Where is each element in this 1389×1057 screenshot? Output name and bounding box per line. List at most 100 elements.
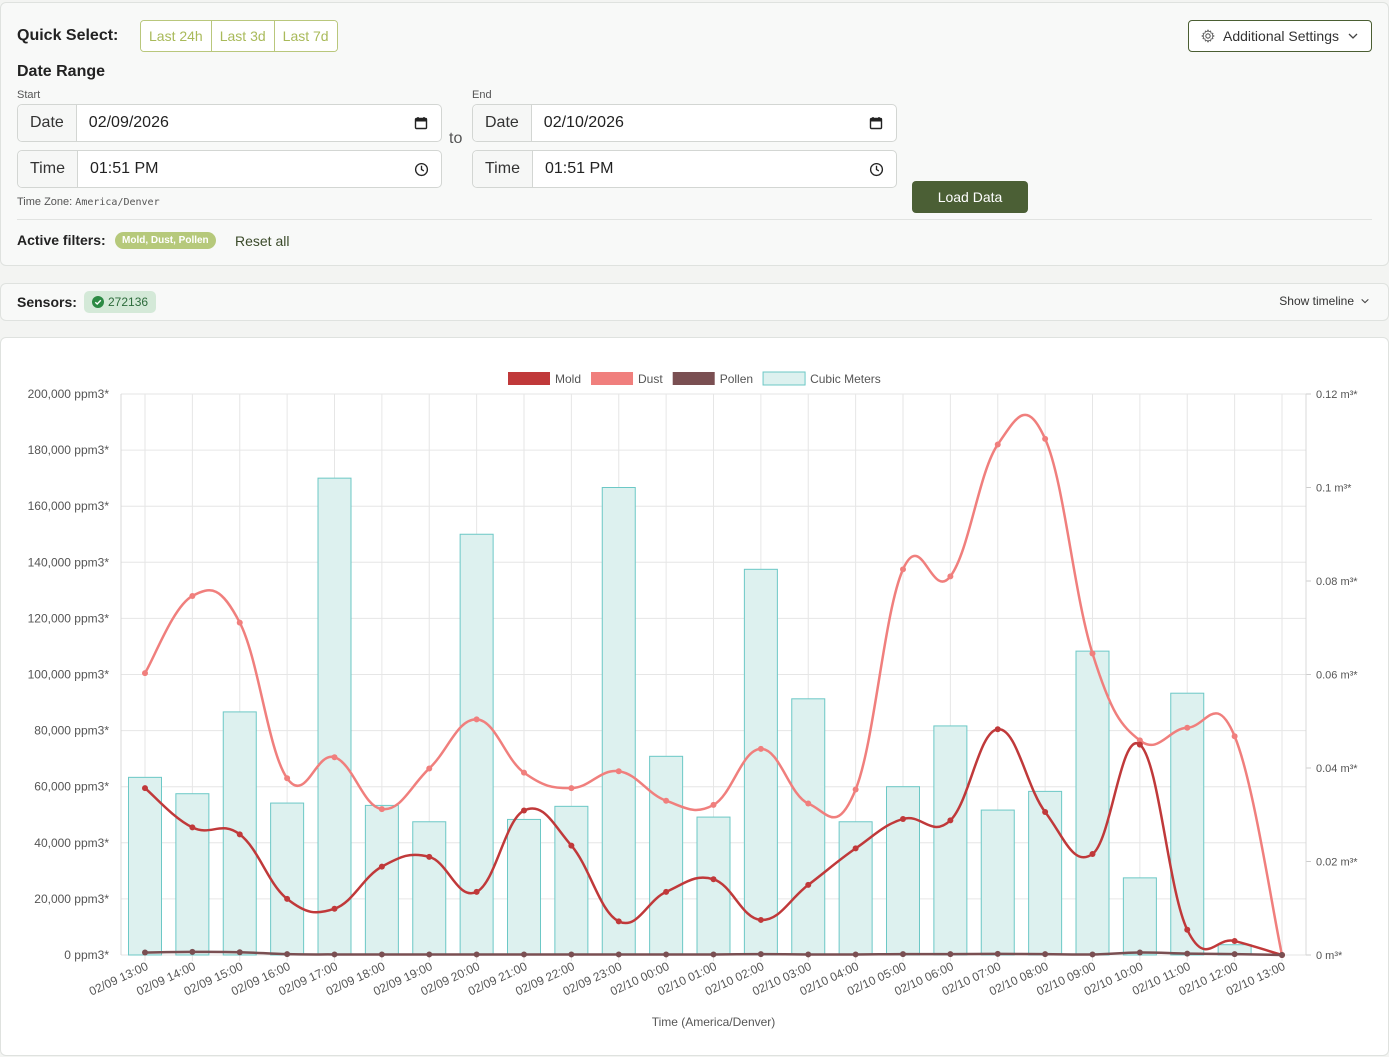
y-left-tick-label: 0 ppm3*: [64, 948, 109, 962]
mold-point: [1136, 741, 1143, 748]
start-date-value[interactable]: 02/09/2026: [88, 114, 169, 131]
end-date-field[interactable]: Date 02/10/2026: [472, 104, 897, 142]
end-date-addon: Date: [473, 105, 532, 141]
quick-select-3d-button[interactable]: Last 3d: [211, 21, 275, 51]
y-left-tick-label: 120,000 ppm3*: [28, 611, 110, 625]
quick-select-7d-button[interactable]: Last 7d: [274, 21, 337, 51]
filter-panel: Quick Select: Last 24h Last 3d Last 7d A…: [0, 2, 1389, 266]
additional-settings-button[interactable]: Additional Settings: [1188, 20, 1372, 52]
sensor-badge[interactable]: 272136: [84, 291, 157, 313]
mold-point: [900, 815, 906, 822]
mold-point: [710, 876, 717, 883]
load-data-button[interactable]: Load Data: [912, 181, 1028, 213]
pollen-point: [947, 951, 954, 958]
dust-point: [426, 765, 433, 772]
mold-point: [615, 918, 622, 925]
y-left-tick-label: 100,000 ppm3*: [28, 668, 110, 682]
start-time-value[interactable]: 01:51 PM: [89, 160, 159, 177]
mold-point: [1231, 937, 1238, 944]
cubic-meters-bar: [933, 725, 968, 956]
start-date-field[interactable]: Date 02/09/2026: [17, 104, 442, 142]
start-time-field[interactable]: Time 01:51 PM: [17, 150, 442, 188]
dust-point: [378, 806, 385, 813]
pollen-point: [189, 948, 196, 955]
additional-settings-label: Additional Settings: [1223, 28, 1339, 44]
y-right-tick-label: 0 m³*: [1316, 950, 1343, 962]
pollen-point: [852, 951, 859, 958]
legend-label: Mold: [555, 372, 581, 386]
to-separator: to: [449, 130, 463, 147]
check-circle-icon: [92, 296, 104, 308]
end-time-value[interactable]: 01:51 PM: [544, 160, 614, 177]
cubic-meters-bar: [412, 821, 447, 956]
end-date-value[interactable]: 02/10/2026: [543, 114, 624, 131]
chart-panel: 0 ppm3* 20,000 ppm3* 40,000 ppm3* 60,000 pp…: [0, 337, 1389, 1056]
cubic-meters-bar: [743, 568, 778, 956]
mold-line: [144, 727, 1283, 957]
cubic-meters-bar: [1075, 650, 1110, 956]
mold-point: [568, 842, 575, 849]
pollen-point: [142, 949, 148, 956]
end-label: End: [472, 89, 492, 101]
dust-point: [189, 592, 196, 599]
clock-icon[interactable]: [401, 162, 441, 177]
divider: [17, 219, 1372, 220]
y-left-tick-label: 180,000 ppm3*: [28, 443, 110, 457]
y-left-tick-label: 60,000 ppm3*: [34, 780, 109, 794]
cubic-meters-bar: [1028, 790, 1063, 956]
dust-point: [852, 786, 859, 793]
cubic-meters-bar: [838, 821, 873, 956]
show-timeline-toggle[interactable]: Show timeline: [1279, 294, 1370, 308]
cubic-meters-bar: [364, 804, 399, 956]
y-left-tick-label: 20,000 ppm3*: [34, 892, 109, 906]
x-axis-title: Time (America/Denver): [652, 1015, 776, 1029]
end-time-addon: Time: [473, 151, 533, 187]
legend-swatch: [672, 372, 715, 385]
dust-point: [568, 785, 575, 792]
mold-point: [663, 888, 670, 895]
pollen-point: [900, 951, 906, 958]
dust-point: [757, 745, 764, 752]
pollen-point: [615, 951, 622, 958]
date-range-title: Date Range: [17, 63, 106, 80]
sensors-label: Sensors:: [17, 294, 77, 310]
legend-label: Cubic Meters: [810, 372, 881, 386]
pollen-point: [1279, 952, 1285, 958]
pollen-point: [331, 951, 338, 958]
y-right-tick-label: 0.08 m³*: [1316, 576, 1358, 588]
cubic-meters-bar: [270, 802, 305, 956]
dust-point: [947, 573, 954, 580]
mold-point: [378, 863, 385, 870]
mold-point: [284, 895, 291, 902]
y-left-tick-label: 140,000 ppm3*: [28, 555, 110, 569]
mold-point: [236, 831, 243, 838]
dust-point: [1042, 435, 1049, 442]
end-time-field[interactable]: Time 01:51 PM: [472, 150, 897, 188]
dust-point: [473, 716, 480, 723]
y-right-tick-label: 0.04 m³*: [1316, 763, 1358, 775]
active-filters-label: Active filters:: [17, 232, 106, 248]
dust-point: [1136, 737, 1143, 744]
pollen-point: [568, 951, 575, 958]
legend-swatch: [762, 371, 806, 386]
legend-swatch: [591, 372, 634, 385]
timezone-label: Time Zone:: [17, 196, 73, 208]
reset-all-link[interactable]: Reset all: [235, 233, 290, 249]
quick-select-label: Quick Select:: [17, 27, 119, 44]
dust-point: [236, 619, 243, 626]
cubic-meters-bar: [317, 477, 352, 956]
y-left-tick-label: 40,000 ppm3*: [34, 836, 109, 850]
y-right-tick-label: 0.12 m³*: [1316, 389, 1358, 401]
clock-icon[interactable]: [856, 162, 896, 177]
pollen-point: [1231, 951, 1238, 958]
calendar-icon[interactable]: [401, 116, 441, 130]
dust-point: [663, 797, 670, 804]
mold-point: [757, 916, 764, 923]
cubic-meters-bar: [1122, 877, 1157, 956]
dust-point: [1231, 733, 1238, 740]
quick-select-24h-button[interactable]: Last 24h: [141, 21, 212, 51]
pollen-point: [426, 951, 433, 958]
sensor-chart: 0 ppm3* 20,000 ppm3* 40,000 ppm3* 60,000 pp…: [28, 371, 1358, 1029]
calendar-icon[interactable]: [856, 116, 896, 130]
timezone-value: America/Denver: [75, 197, 160, 208]
